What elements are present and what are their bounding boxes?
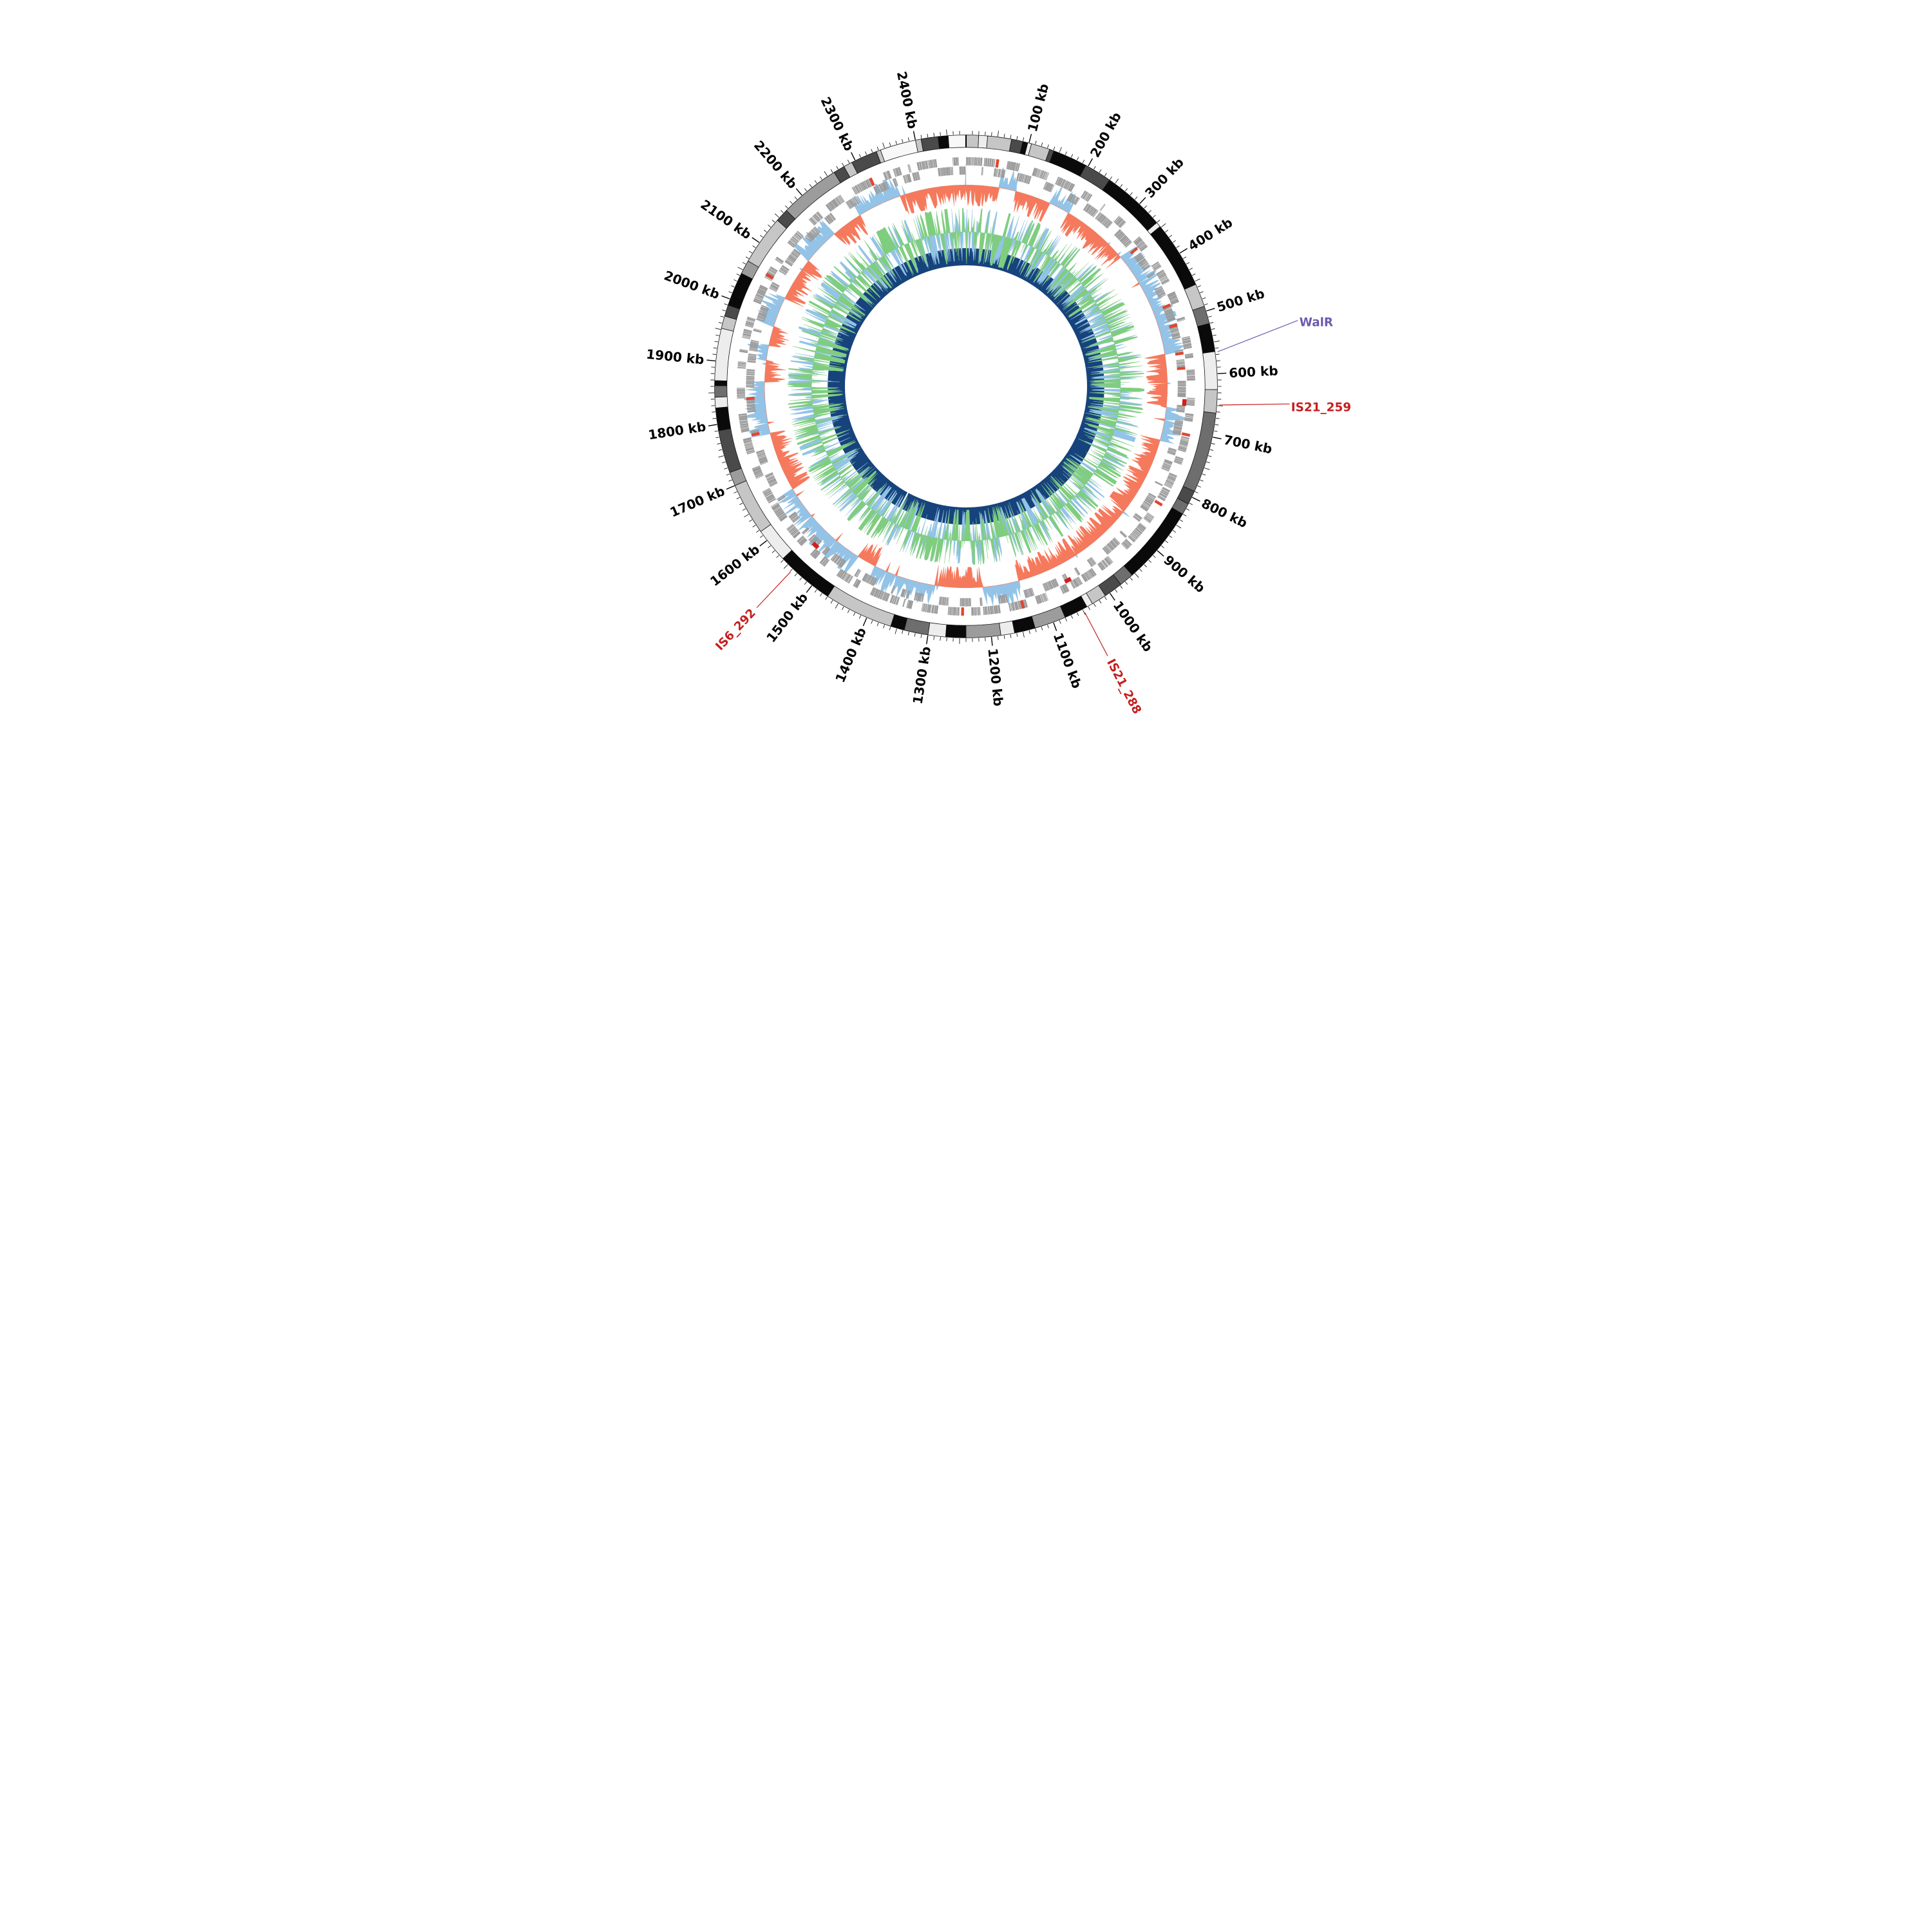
gc-skew-negative [764, 184, 1168, 588]
minor-ticks [708, 129, 1223, 644]
annotation-line-is6-292 [756, 571, 791, 608]
major-ticks [706, 131, 1227, 646]
segment-block-G [729, 172, 1066, 638]
segment-ring [714, 135, 1218, 638]
annotation-marker-is21-259 [1182, 399, 1187, 406]
segment-block-M [714, 306, 1217, 636]
tick-label-600kb: 600 kb [1229, 363, 1278, 381]
circular-genome-figure: 100 kb 200 kb 300 kb 400 kb 500 kb 600 kb 700 … [580, 0, 1352, 773]
annotation-line-is21-259 [1219, 403, 1290, 406]
gc-content-series-green [787, 208, 1144, 565]
annotation-line-is21-288 [1084, 612, 1108, 656]
scale-ticks [706, 129, 1227, 646]
gc-content-ring [787, 208, 1144, 565]
annotation-marker-is6-292 [811, 542, 820, 549]
annotation-label-is21-259: IS21_259 [1291, 401, 1351, 414]
background [580, 0, 1352, 773]
annotation-label-walr: WalR [1300, 316, 1334, 329]
annotation-line-walr [1217, 320, 1298, 352]
annotation-marker-is21-288 [1064, 576, 1072, 584]
backbone-gap [898, 491, 909, 509]
